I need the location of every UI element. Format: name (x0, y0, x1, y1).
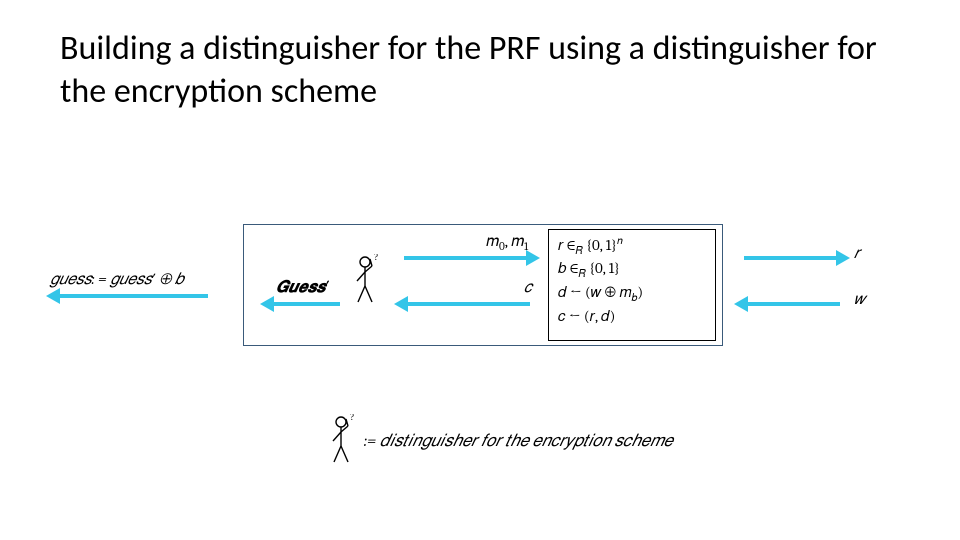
label-w: 𝑤 (854, 290, 865, 309)
legend-text: := 𝑑𝑖𝑠𝑡𝑖𝑛𝑔𝑢𝑖𝑠ℎ𝑒𝑟 𝑓𝑜𝑟 𝑡ℎ𝑒 𝑒𝑛𝑐𝑟𝑦𝑝𝑡𝑖𝑜𝑛 𝑠𝑐ℎ𝑒… (364, 432, 673, 451)
svg-text:?: ? (350, 414, 354, 422)
label-guess: 𝑔𝑢𝑒𝑠𝑠: = 𝑔𝑢𝑒𝑠𝑠′ ⊕ 𝑏 (50, 270, 184, 289)
arrow-r (736, 256, 848, 260)
math-line-b: 𝑏 ∈𝑅 {0, 1} (558, 259, 620, 281)
arrow-guess (48, 294, 216, 298)
svg-text:?: ? (374, 254, 378, 262)
math-line-d: 𝑑 ← (𝑤 ⊕ 𝑚𝑏) (558, 283, 643, 305)
label-c: 𝑐 (524, 278, 532, 297)
math-line-r: 𝑟 ∈𝑅 {0, 1}𝑛 (558, 235, 623, 258)
arrow-m0m1 (396, 256, 538, 260)
label-guess-prime: 𝑮𝒖𝒆𝒔𝒔′ (276, 278, 329, 297)
slide-title: Building a distinguisher for the PRF usi… (60, 28, 900, 113)
label-m0m1: 𝑚0, 𝑚1 (486, 232, 528, 253)
distinguisher-legend-icon: ? (330, 414, 356, 464)
arrow-guess-prime (262, 302, 348, 306)
label-r: 𝑟 (854, 244, 860, 263)
math-line-c: 𝑐 ← (𝑟, 𝑑) (558, 307, 615, 325)
arrow-w (736, 302, 848, 306)
arrow-c (396, 302, 538, 306)
slide: Building a distinguisher for the PRF usi… (0, 0, 960, 540)
distinguisher-icon: ? (354, 254, 380, 304)
